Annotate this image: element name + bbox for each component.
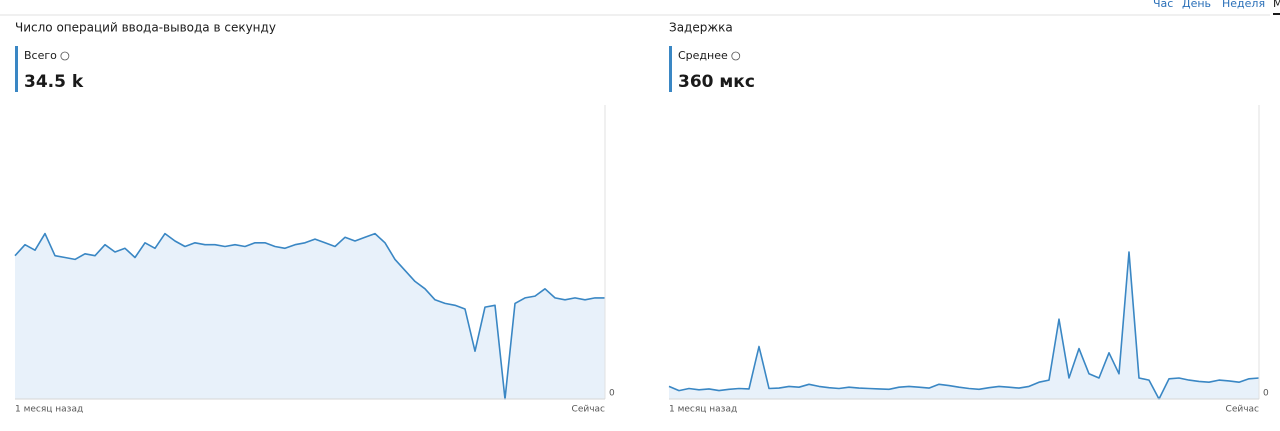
charts: Число операций ввода-вывода в секунду Все… [14, 21, 1269, 415]
chart-title: Число операций ввода-вывода в секунду [15, 21, 276, 35]
tab-selected[interactable]: М [1273, 0, 1280, 10]
stat-accent [669, 46, 672, 92]
stat-value: 34.5 k [24, 72, 84, 92]
x-label-end: Сейчас [1226, 405, 1260, 415]
stat-label: Всего [24, 49, 57, 62]
stat-label: Среднее [678, 49, 728, 62]
tab[interactable]: Неделя [1222, 0, 1265, 10]
info-icon [731, 51, 741, 61]
line [14, 232, 605, 400]
area-fill [669, 252, 1259, 399]
tab[interactable]: День [1182, 0, 1211, 10]
chart-title: Задержка [669, 21, 733, 35]
stat-accent [15, 46, 18, 92]
chart-panel: Число операций ввода-вывода в секунду Все… [14, 21, 615, 415]
info-icon [60, 51, 70, 61]
y-tick-label: 0 [609, 389, 615, 399]
tab[interactable]: Час [1153, 0, 1173, 10]
y-tick-label: 0 [1263, 389, 1269, 399]
x-label-start: 1 месяц назад [669, 405, 737, 415]
stat-value: 360 мкс [678, 72, 755, 92]
x-label-end: Сейчас [572, 405, 606, 415]
area-fill [15, 233, 605, 399]
chart-panel: Задержка Среднее 360 мкс 0 1 месяц назад Сейч… [668, 21, 1269, 415]
x-label-start: 1 месяц назад [15, 405, 83, 415]
line [668, 251, 1260, 400]
